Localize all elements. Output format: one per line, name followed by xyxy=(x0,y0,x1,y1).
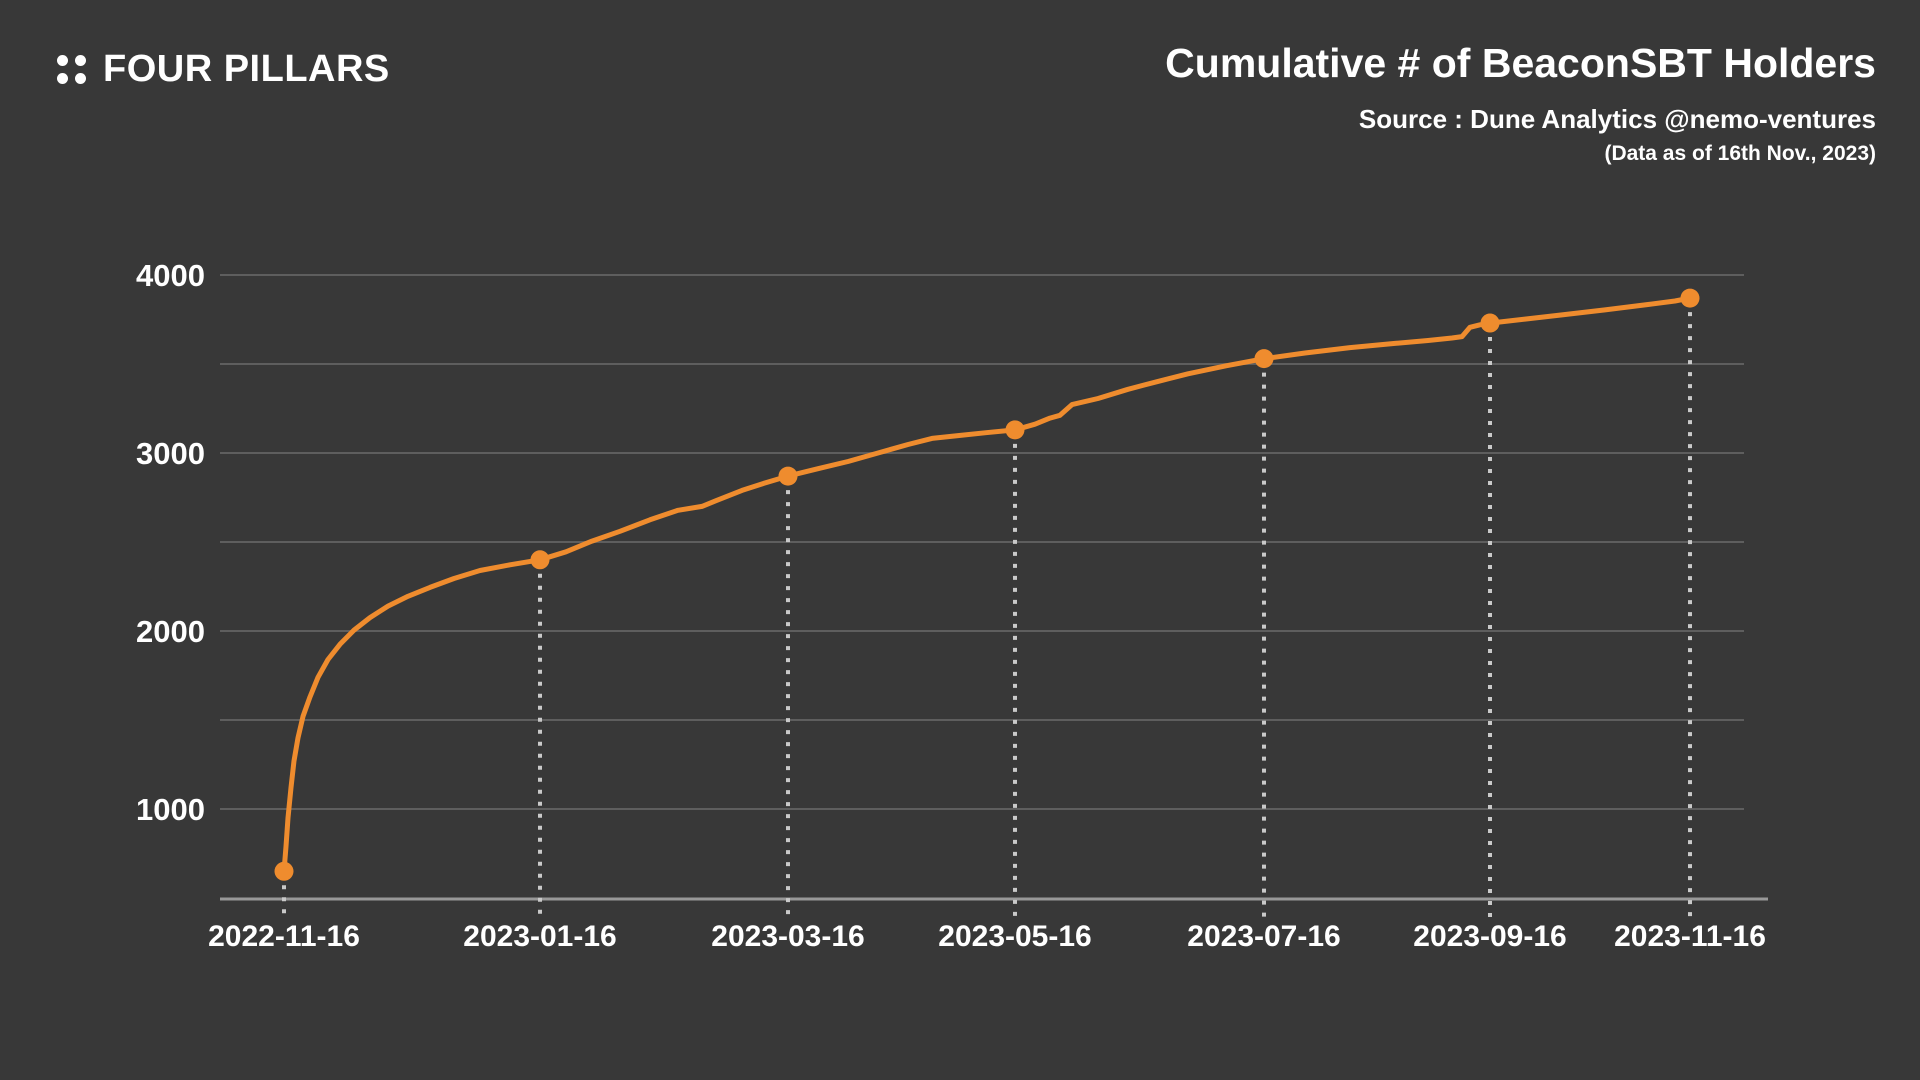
x-tick-label: 2023-11-16 xyxy=(1614,920,1766,953)
x-tick-label: 2023-01-16 xyxy=(463,920,616,953)
brand-name: FOUR PILLARS xyxy=(103,48,390,90)
data-as-of-note: (Data as of 16th Nov., 2023) xyxy=(1604,142,1876,166)
y-tick-label: 1000 xyxy=(136,792,205,827)
header-right: Cumulative # of BeaconSBT Holders Source… xyxy=(1165,40,1876,166)
source-attribution: Source : Dune Analytics @nemo-ventures xyxy=(1358,104,1876,135)
x-tick-label: 2023-09-16 xyxy=(1413,920,1566,953)
x-tick-label: 2022-11-16 xyxy=(208,920,360,953)
x-tick-label: 2023-07-16 xyxy=(1187,920,1340,953)
data-point-marker xyxy=(778,466,798,486)
data-point-marker xyxy=(1254,349,1274,369)
y-tick-label: 3000 xyxy=(136,436,205,471)
brand-logo: FOUR PILLARS xyxy=(57,50,390,88)
y-tick-label: 2000 xyxy=(136,614,205,649)
data-point-marker xyxy=(530,550,550,570)
x-tick-label: 2023-03-16 xyxy=(711,920,864,953)
chart-title: Cumulative # of BeaconSBT Holders xyxy=(1165,40,1876,86)
data-point-marker xyxy=(1680,288,1700,308)
x-tick-label: 2023-05-16 xyxy=(938,920,1091,953)
data-point-marker xyxy=(274,861,294,881)
series-line xyxy=(281,295,1693,874)
four-dots-icon xyxy=(57,54,86,84)
data-point-marker xyxy=(1005,420,1025,440)
y-tick-label: 4000 xyxy=(136,258,205,293)
data-point-marker xyxy=(1480,313,1500,333)
